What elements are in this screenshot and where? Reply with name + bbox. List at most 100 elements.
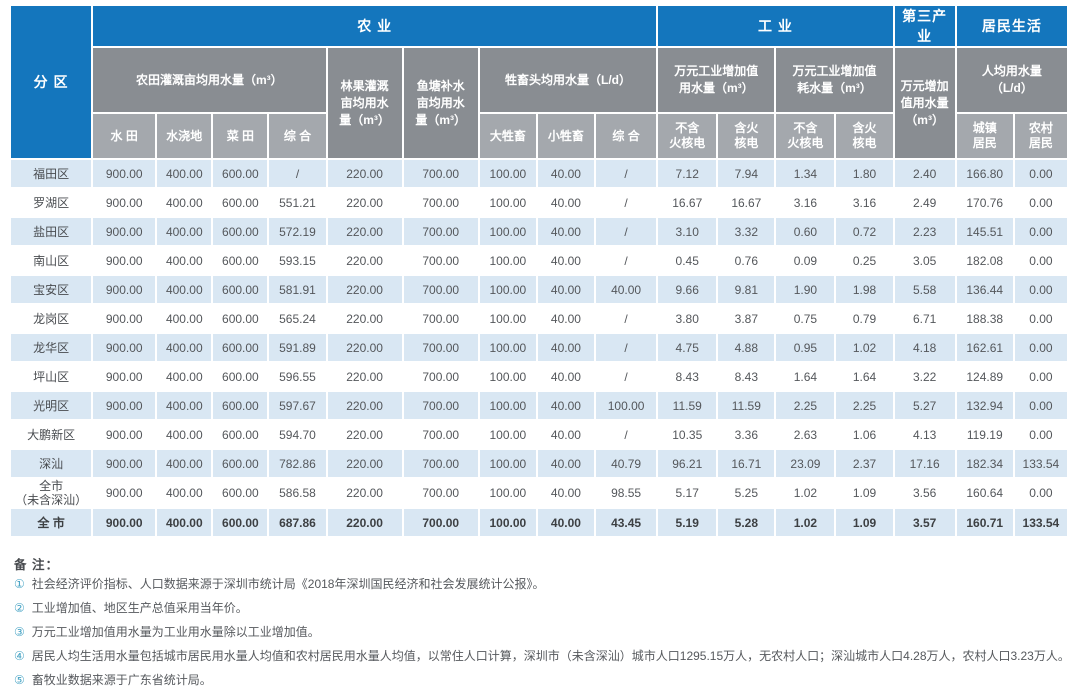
table-cell: 700.00: [403, 218, 478, 245]
column-header-tertiary: 第三产业: [894, 6, 955, 46]
table-cell: 7.94: [718, 160, 775, 187]
note-number-icon: ④: [14, 649, 25, 663]
group-header-farmland-irrigation: 农田灌溉亩均用水量（m³）: [93, 48, 326, 112]
table-row: 大鹏新区 900.00 400.00 600.00 594.70 220.00 700.00…: [11, 421, 1067, 448]
table-cell: 900.00: [93, 247, 156, 274]
table-cell: 220.00: [327, 479, 402, 507]
table-cell: 4.88: [718, 334, 775, 361]
table-cell: 2.63: [776, 421, 835, 448]
table-cell: /: [595, 421, 657, 448]
table-cell: 900.00: [93, 305, 156, 332]
group-header-industrial-water-use: 万元工业增加值 用水量（m³）: [658, 48, 775, 112]
table-cell: /: [269, 160, 326, 187]
table-cell: 220.00: [327, 334, 402, 361]
table-cell: 1.02: [776, 509, 835, 536]
table-cell: 1.09: [836, 509, 893, 536]
table-cell: 600.00: [213, 189, 268, 216]
table-cell: 700.00: [403, 334, 478, 361]
table-cell: 40.00: [537, 247, 594, 274]
table-cell: 17.16: [894, 450, 955, 477]
sub-header-consumption-excl-thermal-nuclear: 不含 火核电: [776, 114, 835, 158]
table-cell: 0.09: [776, 247, 835, 274]
table-cell: 0.45: [658, 247, 717, 274]
table-cell: 600.00: [213, 363, 268, 390]
table-row: 光明区 900.00 400.00 600.00 597.67 220.00 700.00 1…: [11, 392, 1067, 419]
table-cell: 0.00: [1014, 218, 1067, 245]
table-row: 深汕 900.00 400.00 600.00 782.86 220.00 700.00 10…: [11, 450, 1067, 477]
header-row-top: 分 区 农 业 工 业 第三产业 居民生活: [11, 6, 1067, 158]
table-cell: 1.09: [836, 479, 893, 507]
table-row: 宝安区 900.00 400.00 600.00 581.91 220.00 700.00 1…: [11, 276, 1067, 303]
table-cell: 220.00: [327, 450, 402, 477]
table-cell: 5.27: [894, 392, 955, 419]
table-cell: 600.00: [213, 479, 268, 507]
table-cell: 1.98: [836, 276, 893, 303]
table-cell: 100.00: [479, 276, 536, 303]
table-cell: 40.00: [537, 421, 594, 448]
table-cell: 9.81: [718, 276, 775, 303]
table-cell: 40.00: [537, 305, 594, 332]
note-number-icon: ①: [14, 577, 25, 591]
table-cell: /: [595, 218, 657, 245]
row-label-district: 龙岗区: [11, 305, 92, 332]
table-cell: 0.00: [1014, 334, 1067, 361]
notes-title: 备 注：: [14, 558, 59, 572]
table-cell: 400.00: [157, 509, 212, 536]
table-cell: 145.51: [956, 218, 1013, 245]
table-cell: 7.12: [658, 160, 717, 187]
row-label-district: 南山区: [11, 247, 92, 274]
column-header-agriculture: 农 业: [93, 6, 657, 46]
table-cell: 1.64: [836, 363, 893, 390]
table-cell: 188.38: [956, 305, 1013, 332]
table-row: 龙岗区 900.00 400.00 600.00 565.24 220.00 700.00 1…: [11, 305, 1067, 332]
table-cell: 16.67: [718, 189, 775, 216]
table-cell: 0.00: [1014, 189, 1067, 216]
table-cell: 900.00: [93, 160, 156, 187]
table-cell: 565.24: [269, 305, 326, 332]
table-cell: 900.00: [93, 392, 156, 419]
row-label-district: 光明区: [11, 392, 92, 419]
table-cell: 133.54: [1014, 450, 1067, 477]
table-cell: 40.00: [537, 276, 594, 303]
table-cell: 40.79: [595, 450, 657, 477]
table-cell: 1.34: [776, 160, 835, 187]
table-body: 福田区 900.00 400.00 600.00/220.00 700.00 100.00…: [11, 160, 1067, 536]
table-cell: 0.00: [1014, 363, 1067, 390]
sub-header-irrigated-land: 水浇地: [157, 114, 212, 158]
sub-header-urban-residents: 城镇 居民: [956, 114, 1013, 158]
table-cell: 2.25: [836, 392, 893, 419]
table-cell: 98.55: [595, 479, 657, 507]
table-cell: 8.43: [658, 363, 717, 390]
table-cell: 1.64: [776, 363, 835, 390]
table-cell: 220.00: [327, 392, 402, 419]
note-text: 畜牧业数据来源于广东省统计局。: [31, 673, 212, 687]
table-cell: 100.00: [479, 247, 536, 274]
table-cell: 594.70: [269, 421, 326, 448]
table-cell: 23.09: [776, 450, 835, 477]
table-cell: 0.60: [776, 218, 835, 245]
table-cell: 700.00: [403, 421, 478, 448]
table-cell: 3.22: [894, 363, 955, 390]
table-cell: 2.40: [894, 160, 955, 187]
table-cell: 0.95: [776, 334, 835, 361]
table-cell: /: [595, 160, 657, 187]
table-cell: 400.00: [157, 421, 212, 448]
table-cell: 0.00: [1014, 479, 1067, 507]
table-cell: 43.45: [595, 509, 657, 536]
column-header-region: 分 区: [11, 6, 92, 158]
table-row: 全市 （未含深汕） 900.00 400.00 600.00 586.58 220.00 7…: [11, 479, 1067, 507]
table-cell: 100.00: [479, 450, 536, 477]
table-cell: 600.00: [213, 305, 268, 332]
table-cell: 100.00: [479, 479, 536, 507]
group-header-industrial-water-consumption: 万元工业增加值 耗水量（m³）: [776, 48, 893, 112]
table-cell: 133.54: [1014, 509, 1067, 536]
table-cell: 100.00: [479, 421, 536, 448]
table-cell: 40.00: [537, 160, 594, 187]
table-cell: 100.00: [479, 218, 536, 245]
table-cell: 400.00: [157, 160, 212, 187]
table-cell: 40.00: [537, 218, 594, 245]
note-item: ③ 万元工业增加值用水量为工业用水量除以工业增加值。: [14, 625, 1080, 640]
table-cell: 100.00: [479, 160, 536, 187]
table-cell: 3.57: [894, 509, 955, 536]
table-cell: 6.71: [894, 305, 955, 332]
